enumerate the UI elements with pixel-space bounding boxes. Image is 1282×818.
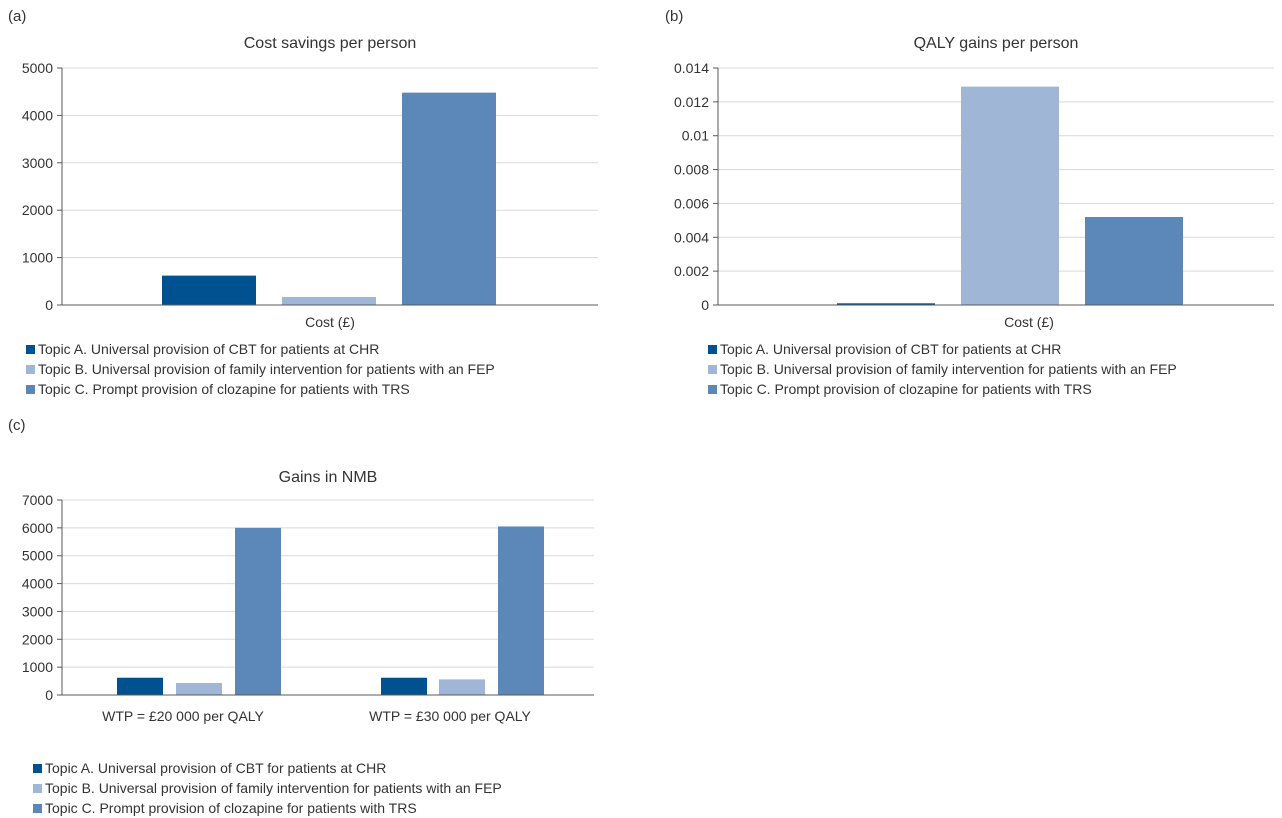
bar-topic-a: [837, 303, 935, 305]
panel-c-label: (c): [8, 417, 26, 434]
y-tick-label: 4000: [22, 576, 53, 592]
legend-label-topic-b: Topic B. Universal provision of family i…: [38, 361, 495, 377]
x-category-label: Cost (£): [305, 314, 355, 330]
y-tick-label: 0.01: [682, 128, 709, 144]
bar-topic-a: [162, 275, 256, 305]
legend-swatch-topic-b: [33, 783, 42, 793]
legend-label-topic-a: Topic A. Universal provision of CBT for …: [45, 760, 387, 776]
y-tick-label: 2000: [22, 631, 53, 647]
legend-label-topic-c: Topic C. Prompt provision of clozapine f…: [38, 381, 410, 397]
bar-topic-c: [498, 526, 544, 695]
x-category-label: WTP = £30 000 per QALY: [369, 708, 531, 724]
legend-item-topic-b: Topic B. Universal provision of family i…: [33, 778, 502, 798]
legend-item-topic-b: Topic B. Universal provision of family i…: [708, 359, 1177, 379]
legend-b: Topic A. Universal provision of CBT for …: [708, 339, 1177, 399]
legend-item-topic-a: Topic A. Universal provision of CBT for …: [708, 339, 1177, 359]
bar-topic-a: [117, 677, 163, 695]
bar-topic-b: [176, 683, 222, 695]
legend-swatch-topic-c: [33, 803, 42, 813]
y-tick-label: 1000: [22, 250, 53, 266]
y-tick-label: 6000: [22, 520, 53, 536]
bar-topic-a: [381, 677, 427, 695]
y-tick-label: 0.014: [674, 60, 709, 76]
legend-label-topic-b: Topic B. Universal provision of family i…: [720, 361, 1177, 377]
legend-label-topic-b: Topic B. Universal provision of family i…: [45, 780, 502, 796]
y-tick-label: 0.004: [674, 229, 709, 245]
legend-item-topic-c: Topic C. Prompt provision of clozapine f…: [708, 379, 1177, 399]
panel-b-label: (b): [665, 8, 684, 25]
bar-topic-c: [235, 527, 281, 695]
y-tick-label: 5000: [22, 60, 53, 76]
y-tick-label: 0.012: [674, 94, 709, 110]
legend-swatch-topic-b: [26, 364, 35, 374]
chart-title: Gains in NMB: [279, 469, 378, 486]
legend-item-topic-b: Topic B. Universal provision of family i…: [26, 359, 495, 379]
bar-topic-b: [961, 86, 1059, 305]
legend-label-topic-a: Topic A. Universal provision of CBT for …: [720, 341, 1062, 357]
legend-item-topic-c: Topic C. Prompt provision of clozapine f…: [33, 798, 502, 818]
y-tick-label: 1000: [22, 659, 53, 675]
bar-topic-c: [1085, 216, 1183, 305]
legend-label-topic-c: Topic C. Prompt provision of clozapine f…: [45, 800, 417, 816]
y-tick-label: 3000: [22, 155, 53, 171]
y-tick-label: 3000: [22, 603, 53, 619]
x-category-label: WTP = £20 000 per QALY: [102, 708, 264, 724]
legend-swatch-topic-a: [708, 344, 717, 354]
cost-savings-chart: Cost savings per person 0 1000 2000 3000 4000…: [22, 35, 598, 330]
panel-a-label: (a): [8, 8, 27, 25]
x-category-label: Cost (£): [1004, 314, 1054, 330]
chart-title: Cost savings per person: [244, 35, 417, 52]
legend-label-topic-c: Topic C. Prompt provision of clozapine f…: [720, 381, 1092, 397]
y-tick-label: 2000: [22, 202, 53, 218]
nmb-gains-chart: Gains in NMB 0 1000 2000 3000 4000 5000 6000 700…: [22, 469, 594, 724]
y-tick-label: 0: [701, 297, 709, 313]
y-tick-label: 0: [45, 687, 53, 703]
y-tick-label: 5000: [22, 548, 53, 564]
legend-swatch-topic-c: [26, 384, 35, 394]
legend-a: Topic A. Universal provision of CBT for …: [26, 339, 495, 399]
legend-swatch-topic-c: [708, 384, 717, 394]
legend-swatch-topic-a: [33, 763, 42, 773]
y-tick-label: 0: [45, 297, 53, 313]
legend-c: Topic A. Universal provision of CBT for …: [33, 758, 502, 818]
legend-item-topic-c: Topic C. Prompt provision of clozapine f…: [26, 379, 495, 399]
y-tick-label: 0.008: [674, 162, 709, 178]
legend-swatch-topic-b: [708, 364, 717, 374]
bar-topic-c: [402, 92, 496, 305]
bar-topic-b: [439, 679, 485, 695]
legend-item-topic-a: Topic A. Universal provision of CBT for …: [26, 339, 495, 359]
legend-swatch-topic-a: [26, 344, 35, 354]
y-tick-label: 0.002: [674, 263, 709, 279]
legend-label-topic-a: Topic A. Universal provision of CBT for …: [38, 341, 380, 357]
bar-topic-b: [282, 296, 376, 305]
y-tick-label: 0.006: [674, 195, 709, 211]
y-tick-label: 7000: [22, 492, 53, 508]
chart-title: QALY gains per person: [914, 35, 1079, 52]
y-tick-label: 4000: [22, 107, 53, 123]
legend-item-topic-a: Topic A. Universal provision of CBT for …: [33, 758, 502, 778]
qaly-gains-chart: QALY gains per person 0 0.002 0.004 0.006 0.0…: [674, 35, 1274, 330]
